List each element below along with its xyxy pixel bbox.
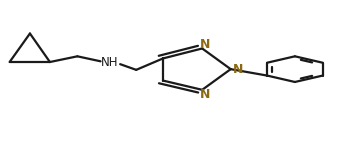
Text: N: N (200, 88, 210, 101)
Text: NH: NH (101, 56, 118, 69)
Text: N: N (233, 63, 244, 76)
Text: N: N (200, 38, 210, 51)
